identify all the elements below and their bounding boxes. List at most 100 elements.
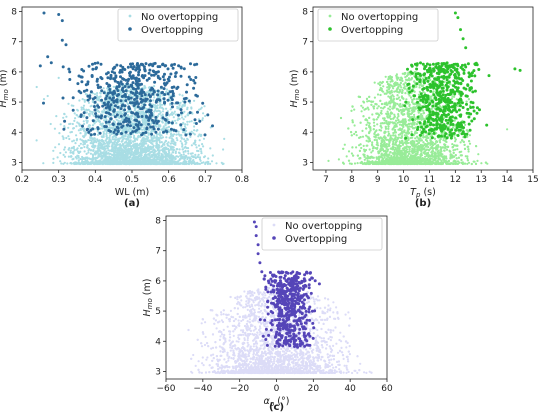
- scatter-point: [138, 131, 141, 134]
- scatter-point: [83, 98, 86, 102]
- scatter-point: [129, 160, 132, 163]
- scatter-point: [126, 154, 129, 157]
- scatter-point: [120, 70, 124, 74]
- scatter-point: [94, 153, 97, 156]
- scatter-point: [159, 156, 162, 159]
- scatter-point: [166, 144, 169, 147]
- scatter-point: [133, 101, 137, 105]
- scatter-point: [135, 100, 139, 104]
- scatter-point: [131, 101, 134, 105]
- scatter-point: [138, 68, 142, 72]
- scatter-point: [100, 89, 104, 93]
- scatter-point: [86, 160, 89, 163]
- scatter-point: [75, 134, 78, 137]
- scatter-point: [99, 162, 102, 165]
- scatter-point: [112, 130, 116, 134]
- scatter-point: [75, 157, 78, 160]
- scatter-point: [132, 143, 135, 146]
- scatter-point: [144, 153, 147, 156]
- scatter-point: [115, 162, 118, 165]
- scatter-point: [160, 141, 163, 144]
- scatter-point: [140, 94, 144, 98]
- scatter-point: [182, 153, 185, 156]
- scatter-point: [193, 121, 196, 125]
- scatter-point: [149, 94, 152, 98]
- scatter-point: [198, 158, 202, 161]
- scatter-point: [128, 70, 132, 74]
- scatter-point: [57, 76, 60, 79]
- scatter-point: [132, 140, 135, 143]
- scatter-point: [61, 96, 65, 100]
- scatter-point: [124, 150, 127, 153]
- scatter-point: [185, 90, 188, 94]
- scatter-point: [132, 151, 135, 155]
- scatter-point: [122, 153, 125, 156]
- scatter-point: [166, 158, 169, 161]
- scatter-point: [187, 152, 190, 155]
- scatter-point: [60, 19, 64, 23]
- scatter-point: [170, 142, 173, 145]
- scatter-point: [149, 156, 152, 159]
- scatter-point: [103, 158, 106, 161]
- scatter-point: [120, 92, 123, 95]
- scatter-point: [114, 75, 118, 79]
- scatter-point: [146, 100, 150, 103]
- scatter-point: [119, 120, 122, 123]
- scatter-point: [69, 155, 72, 158]
- scatter-point: [125, 155, 128, 159]
- scatter-point: [202, 137, 206, 140]
- scatter-point: [164, 124, 167, 127]
- scatter-point: [76, 82, 80, 86]
- scatter-point: [63, 112, 66, 115]
- scatter-point: [197, 156, 200, 159]
- scatter-point: [112, 114, 115, 117]
- scatter-point: [118, 70, 122, 74]
- scatter-point: [197, 153, 200, 156]
- scatter-point: [126, 160, 129, 163]
- scatter-point: [170, 132, 173, 135]
- scatter-point: [82, 108, 85, 111]
- scatter-point: [81, 124, 84, 128]
- scatter-point: [79, 115, 83, 118]
- scatter-point: [146, 139, 150, 142]
- scatter-point: [222, 148, 225, 151]
- scatter-point: [113, 140, 116, 143]
- scatter-point: [115, 160, 118, 163]
- series-no-overtopping: [35, 76, 226, 166]
- scatter-point: [139, 123, 143, 127]
- scatter-point: [154, 115, 158, 119]
- scatter-point: [195, 146, 198, 149]
- scatter-point: [182, 118, 185, 121]
- scatter-point: [164, 122, 167, 125]
- scatter-point: [147, 118, 151, 122]
- scatter-point: [165, 90, 168, 93]
- scatter-point: [88, 157, 91, 160]
- scatter-point: [93, 61, 97, 65]
- scatter-point: [101, 147, 104, 150]
- scatter-point: [120, 88, 124, 92]
- scatter-point: [181, 162, 184, 165]
- scatter-point: [162, 87, 166, 91]
- scatter-point: [91, 124, 95, 127]
- scatter-point: [67, 67, 71, 71]
- scatter-point: [173, 110, 176, 113]
- scatter-point: [97, 148, 100, 151]
- scatter-point: [42, 101, 45, 105]
- scatter-point: [198, 156, 202, 159]
- scatter-point: [150, 138, 153, 141]
- scatter-point: [131, 156, 134, 159]
- scatter-point: [155, 138, 158, 141]
- scatter-point: [95, 117, 98, 120]
- scatter-point: [113, 115, 117, 119]
- scatter-point: [126, 145, 129, 148]
- scatter-point: [94, 112, 98, 116]
- scatter-point: [121, 151, 124, 154]
- scatter-point: [96, 83, 100, 87]
- scatter-point: [73, 112, 76, 115]
- scatter-point: [84, 157, 87, 160]
- scatter-point: [72, 127, 75, 130]
- panel-label: (a): [124, 198, 140, 209]
- scatter-point: [156, 93, 160, 97]
- scatter-point: [88, 114, 91, 117]
- scatter-point: [143, 74, 147, 78]
